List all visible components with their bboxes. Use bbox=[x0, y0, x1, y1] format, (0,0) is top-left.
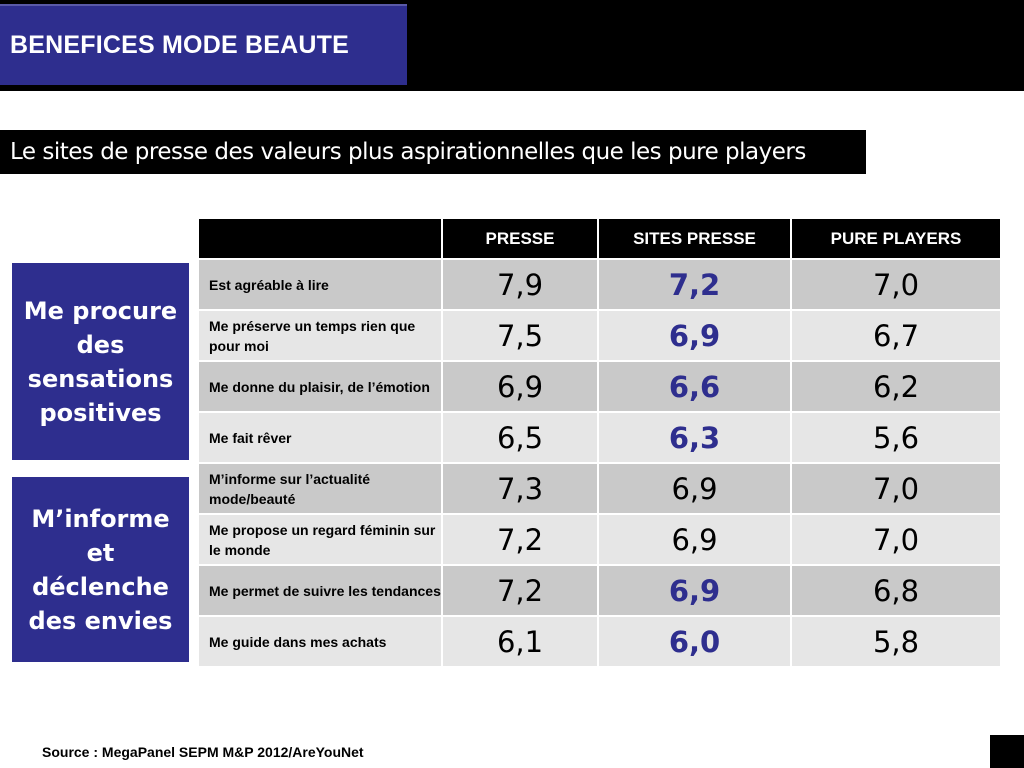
row-label: Me permet de suivre les tendances bbox=[197, 564, 443, 617]
table-row: Me guide dans mes achats 6,1 6,0 5,8 bbox=[197, 615, 1002, 668]
value-sites-presse: 6,6 bbox=[597, 360, 792, 413]
value-sites-presse: 6,0 bbox=[597, 615, 792, 668]
value-pure-players: 6,8 bbox=[790, 564, 1002, 617]
table-row: Me permet de suivre les tendances 7,2 6,… bbox=[197, 564, 1002, 617]
row-label: Est agréable à lire bbox=[197, 258, 443, 311]
group-label-informe: M’informe et déclenche des envies bbox=[12, 477, 189, 662]
table-row: M’informe sur l’actualité mode/beauté 7,… bbox=[197, 462, 1002, 515]
table-row: Me fait rêver 6,5 6,3 5,6 bbox=[197, 411, 1002, 464]
value-sites-presse: 6,9 bbox=[597, 309, 792, 362]
value-pure-players: 6,7 bbox=[790, 309, 1002, 362]
value-pure-players: 6,2 bbox=[790, 360, 1002, 413]
row-label: Me guide dans mes achats bbox=[197, 615, 443, 668]
header-empty bbox=[197, 217, 443, 260]
group-label-text: Me procure des sensations positives bbox=[23, 296, 178, 427]
value-presse: 7,2 bbox=[441, 513, 599, 566]
value-presse: 7,2 bbox=[441, 564, 599, 617]
row-label: Me fait rêver bbox=[197, 411, 443, 464]
source-note: Source : MegaPanel SEPM M&P 2012/AreYouN… bbox=[42, 744, 364, 760]
value-sites-presse: 6,9 bbox=[597, 462, 792, 515]
header-presse: PRESSE bbox=[441, 217, 599, 260]
benefits-table: PRESSE SITES PRESSE PURE PLAYERS Est agr… bbox=[197, 217, 1002, 668]
page-title: BENEFICES MODE BEAUTE bbox=[10, 31, 349, 59]
title-box: BENEFICES MODE BEAUTE bbox=[0, 4, 407, 85]
value-pure-players: 7,0 bbox=[790, 513, 1002, 566]
row-label: Me préserve un temps rien que pour moi bbox=[197, 309, 443, 362]
group-label-sensations: Me procure des sensations positives bbox=[12, 263, 189, 460]
row-label: Me propose un regard féminin sur le mond… bbox=[197, 513, 443, 566]
table-row: Me donne du plaisir, de l’émotion 6,9 6,… bbox=[197, 360, 1002, 413]
value-presse: 6,9 bbox=[441, 360, 599, 413]
value-sites-presse: 6,9 bbox=[597, 564, 792, 617]
value-pure-players: 5,8 bbox=[790, 615, 1002, 668]
value-pure-players: 7,0 bbox=[790, 462, 1002, 515]
value-presse: 7,3 bbox=[441, 462, 599, 515]
table-header-row: PRESSE SITES PRESSE PURE PLAYERS bbox=[197, 217, 1002, 260]
row-label: Me donne du plaisir, de l’émotion bbox=[197, 360, 443, 413]
table-row: Me propose un regard féminin sur le mond… bbox=[197, 513, 1002, 566]
group-label-text: M’informe et déclenche des envies bbox=[28, 504, 173, 635]
header-sites-presse: SITES PRESSE bbox=[597, 217, 792, 260]
corner-block bbox=[990, 735, 1024, 768]
value-presse: 6,5 bbox=[441, 411, 599, 464]
value-sites-presse: 7,2 bbox=[597, 258, 792, 311]
value-presse: 6,1 bbox=[441, 615, 599, 668]
table-row: Est agréable à lire 7,9 7,2 7,0 bbox=[197, 258, 1002, 311]
value-presse: 7,5 bbox=[441, 309, 599, 362]
table-row: Me préserve un temps rien que pour moi 7… bbox=[197, 309, 1002, 362]
subtitle-box: Le sites de presse des valeurs plus aspi… bbox=[0, 130, 866, 174]
value-sites-presse: 6,9 bbox=[597, 513, 792, 566]
value-pure-players: 7,0 bbox=[790, 258, 1002, 311]
header-pure-players: PURE PLAYERS bbox=[790, 217, 1002, 260]
value-pure-players: 5,6 bbox=[790, 411, 1002, 464]
row-label: M’informe sur l’actualité mode/beauté bbox=[197, 462, 443, 515]
page-subtitle: Le sites de presse des valeurs plus aspi… bbox=[10, 139, 806, 165]
value-sites-presse: 6,3 bbox=[597, 411, 792, 464]
value-presse: 7,9 bbox=[441, 258, 599, 311]
